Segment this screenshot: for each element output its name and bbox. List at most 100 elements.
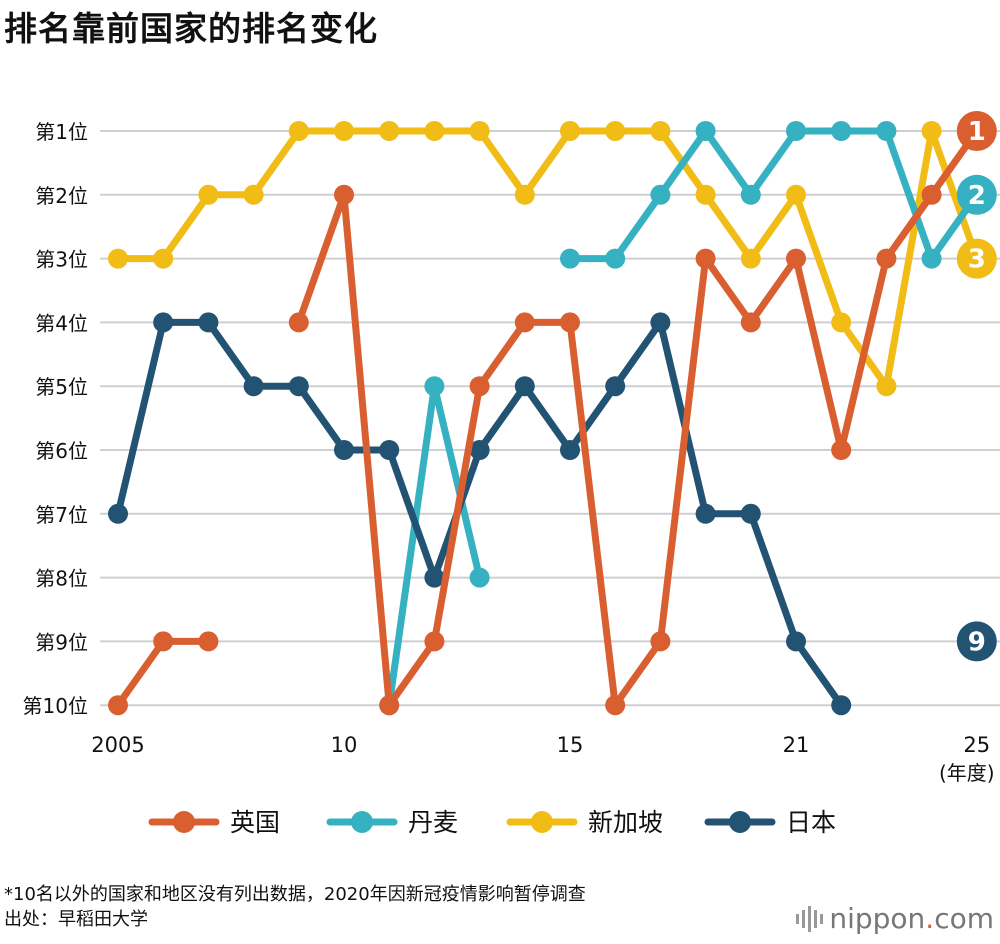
data-point <box>560 440 580 460</box>
data-point <box>288 376 309 397</box>
data-point <box>424 121 445 141</box>
y-tick-label: 第9位 <box>35 630 88 654</box>
data-point <box>695 184 716 205</box>
legend-marker <box>729 811 751 833</box>
y-tick-label: 第3位 <box>35 248 88 272</box>
data-point <box>514 312 535 333</box>
data-point <box>424 567 445 588</box>
end-label: 1 <box>968 117 986 147</box>
source: 出处：早稻田大学 <box>4 909 148 930</box>
x-tick-label: 10 <box>331 733 358 757</box>
y-tick-label: 第4位 <box>35 311 88 335</box>
data-point <box>198 184 219 205</box>
series-line-丹麦 <box>385 382 484 709</box>
end-label-circle <box>956 621 997 662</box>
data-point <box>198 631 219 652</box>
data-point <box>786 184 806 205</box>
logo-bars-icon <box>796 905 824 932</box>
end-label: 9 <box>968 627 986 657</box>
data-point <box>288 121 309 141</box>
data-point <box>424 376 445 397</box>
data-point <box>605 121 626 141</box>
legend-label: 丹麦 <box>408 808 458 837</box>
y-tick-label: 第1位 <box>35 120 88 144</box>
data-point <box>695 503 716 524</box>
data-point <box>786 631 806 652</box>
legend-marker <box>351 811 373 833</box>
data-point <box>469 376 490 397</box>
data-point <box>560 248 580 269</box>
data-point <box>153 248 174 269</box>
data-point <box>921 248 942 269</box>
x-tick-label: 25 <box>963 733 990 757</box>
chart-title: 排名靠前国家的排名变化 <box>4 9 378 48</box>
end-label: 2 <box>968 181 986 211</box>
legend-marker <box>531 811 553 833</box>
data-point <box>831 695 852 716</box>
x-axis-unit: (年度) <box>939 761 995 785</box>
data-point <box>469 440 490 460</box>
data-point <box>831 312 852 333</box>
data-point <box>695 121 716 141</box>
nippon-logo: nippon.com <box>796 902 994 935</box>
y-tick-label: 第7位 <box>35 503 88 527</box>
data-point <box>334 184 354 205</box>
y-tick-label: 第10位 <box>23 694 88 718</box>
data-point <box>108 503 128 524</box>
end-label-circle <box>956 238 997 279</box>
data-point <box>876 248 897 269</box>
data-point <box>243 184 264 205</box>
data-point <box>921 184 942 205</box>
logo-dot: . <box>925 902 935 935</box>
data-point <box>198 312 219 333</box>
data-point <box>740 248 761 269</box>
data-point <box>786 248 806 269</box>
data-point <box>650 312 671 333</box>
data-point <box>605 695 626 716</box>
data-point <box>695 248 716 269</box>
data-point <box>831 440 852 460</box>
data-point <box>876 121 897 141</box>
data-point <box>514 184 535 205</box>
data-point <box>514 376 535 397</box>
data-point <box>650 184 671 205</box>
data-point <box>560 312 580 333</box>
footnote: *10名以外的国家和地区没有列出数据，2020年因新冠疫情影响暂停调查 <box>4 884 586 905</box>
data-point <box>108 248 128 269</box>
legend-label: 英国 <box>230 808 280 837</box>
data-point <box>469 121 490 141</box>
y-tick-label: 第6位 <box>35 439 88 463</box>
end-label-circle <box>956 174 997 215</box>
end-label: 3 <box>968 245 986 275</box>
data-point <box>786 121 806 141</box>
data-point <box>876 376 897 397</box>
data-point <box>288 312 309 333</box>
data-point <box>650 631 671 652</box>
series-line-英国 <box>295 127 981 709</box>
data-point <box>334 440 354 460</box>
data-point <box>469 567 490 588</box>
data-point <box>243 376 264 397</box>
logo-text: nippon <box>829 902 926 935</box>
data-point <box>831 121 852 141</box>
data-point <box>605 248 626 269</box>
data-point <box>605 376 626 397</box>
data-point <box>379 121 400 141</box>
data-point <box>379 695 400 716</box>
data-point <box>108 695 128 716</box>
data-point <box>153 631 174 652</box>
x-tick-label: 15 <box>557 733 584 757</box>
x-tick-label: 21 <box>783 733 810 757</box>
legend-marker <box>173 811 195 833</box>
logo-suffix: com <box>934 902 994 935</box>
end-label-circle <box>956 111 997 151</box>
y-tick-label: 第8位 <box>35 567 88 591</box>
data-point <box>560 121 580 141</box>
data-point <box>740 184 761 205</box>
data-point <box>740 503 761 524</box>
series-line-丹麦 <box>566 127 981 263</box>
x-tick-label: 2005 <box>91 733 144 757</box>
data-point <box>379 440 400 460</box>
data-point <box>650 121 671 141</box>
